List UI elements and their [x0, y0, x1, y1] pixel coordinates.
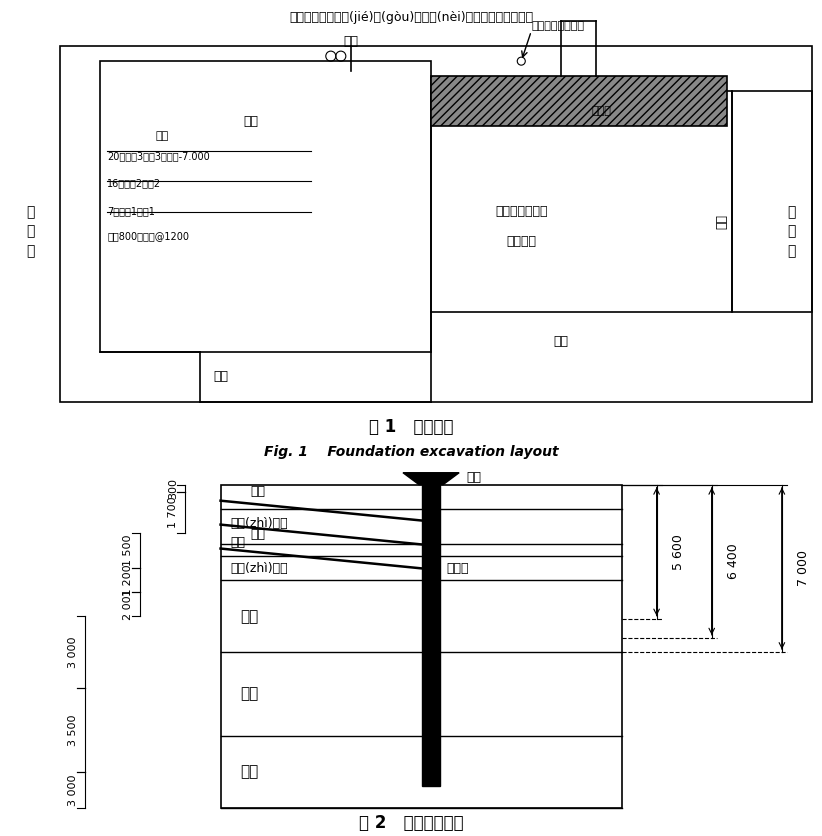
Text: 1 200: 1 200	[123, 564, 133, 596]
Text: 20試驗樁3錨桿3基坑底-7.000: 20試驗樁3錨桿3基坑底-7.000	[107, 151, 210, 161]
Text: 300: 300	[169, 477, 178, 499]
Text: 7試驗樁1錨桿1: 7試驗樁1錨桿1	[107, 206, 155, 217]
Text: 1 500: 1 500	[123, 535, 133, 566]
Bar	[100, 61, 431, 352]
Text: 5 600: 5 600	[672, 533, 685, 569]
Bar	[220, 485, 621, 808]
Text: 圖 2   計算剖面簡圖: 圖 2 計算剖面簡圖	[358, 813, 464, 832]
Text: 3 000: 3 000	[68, 774, 78, 806]
Text: 1 700: 1 700	[169, 497, 178, 528]
Text: 3 000: 3 000	[68, 636, 78, 668]
Text: 噴坡: 噴坡	[554, 335, 569, 349]
Text: 實
驗
館: 實 驗 館	[25, 205, 35, 258]
Text: 7 000: 7 000	[797, 550, 810, 586]
Text: 槽底邊線: 槽底邊線	[506, 235, 536, 248]
Text: 圖 1   基坑布置: 圖 1 基坑布置	[369, 418, 453, 436]
Text: 深基坑樁錨支護結(jié)構(gòu)樁身內(nèi)力及土壓力試驗研究: 深基坑樁錨支護結(jié)構(gòu)樁身內(nèi)力及土壓力試驗研究	[289, 11, 533, 24]
Bar	[431, 76, 727, 126]
Text: 圓礫: 圓礫	[241, 764, 259, 779]
Text: 6 400: 6 400	[727, 543, 740, 579]
Text: 粉質(zhì)黏土: 粉質(zhì)黏土	[230, 517, 289, 530]
Text: 錨桿: 錨桿	[155, 131, 169, 141]
Text: 直徑800支護樁@1200: 直徑800支護樁@1200	[107, 232, 189, 242]
Text: 噴坡: 噴坡	[213, 370, 228, 384]
Text: 粉土: 粉土	[230, 536, 246, 549]
Bar	[422, 485, 440, 786]
Text: 填土: 填土	[251, 485, 266, 498]
Polygon shape	[403, 472, 459, 485]
Text: 冠梁: 冠梁	[466, 472, 481, 484]
Text: 圖書館擬拆除至此: 圖書館擬拆除至此	[531, 21, 584, 31]
Text: 3 500: 3 500	[68, 714, 78, 746]
Text: 16試驗樁2錨桿2: 16試驗樁2錨桿2	[107, 178, 161, 188]
Text: 粉質(zhì)黏土: 粉質(zhì)黏土	[230, 562, 289, 575]
Text: 2 001: 2 001	[123, 589, 133, 620]
Text: 支護樁: 支護樁	[446, 562, 469, 575]
Bar	[431, 91, 732, 312]
Text: 井點: 井點	[344, 34, 358, 48]
Text: 細砂: 細砂	[241, 609, 259, 624]
Bar	[60, 46, 812, 402]
Text: 粗砂: 粗砂	[241, 686, 259, 701]
Text: 噴坡: 噴坡	[243, 115, 258, 128]
Text: 宿
舍
樓: 宿 舍 樓	[787, 205, 797, 258]
Bar	[732, 91, 812, 312]
Text: 龍釘墻: 龍釘墻	[592, 106, 612, 116]
Text: Fig. 1    Foundation excavation layout: Fig. 1 Foundation excavation layout	[264, 445, 558, 459]
Text: 噴坡: 噴坡	[715, 214, 728, 229]
Text: 綜合實驗樓基坑: 綜合實驗樓基坑	[495, 205, 547, 218]
Text: 錨桿: 錨桿	[251, 528, 266, 541]
